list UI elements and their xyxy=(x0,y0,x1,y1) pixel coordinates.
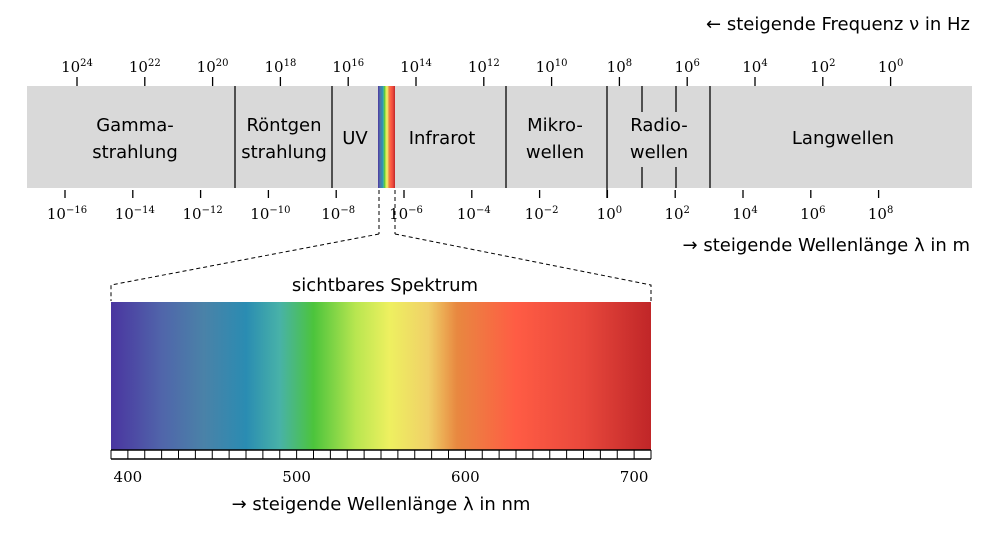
band-label-radiowellen: Radio- xyxy=(630,115,687,136)
nm-tick-label: 700 xyxy=(620,468,649,486)
wavelength-tick-label: 104 xyxy=(732,205,757,223)
frequency-tick-label: 1020 xyxy=(197,58,229,76)
zoom-guide-lines xyxy=(110,190,652,301)
frequency-tick-label: 1012 xyxy=(468,58,500,76)
frequency-tick-label: 100 xyxy=(878,58,903,76)
wavelength-tick-label: 10−4 xyxy=(457,205,491,223)
nm-tick-label: 400 xyxy=(114,468,143,486)
band-label-gamma: Gamma- xyxy=(96,115,174,136)
frequency-tick-label: 1010 xyxy=(536,58,568,76)
frequency-tick-label: 1024 xyxy=(61,58,93,76)
visible-strip-mini xyxy=(378,86,395,188)
frequency-tick-label: 1016 xyxy=(332,58,364,76)
wavelength-tick-label: 10−12 xyxy=(182,205,222,223)
wavelength-axis-label: → steigende Wellenlänge λ in m xyxy=(683,235,970,256)
wavelength-tick-label: 108 xyxy=(868,205,893,223)
frequency-tick-label: 1014 xyxy=(400,58,432,76)
frequency-tick-label: 1022 xyxy=(129,58,161,76)
wavelength-tick-label: 100 xyxy=(597,205,622,223)
band-label-roentgen: strahlung xyxy=(241,142,327,163)
band-label-mikrowellen: wellen xyxy=(526,142,584,163)
band-label-radiowellen: wellen xyxy=(630,142,688,163)
band-label-roentgen: Röntgen xyxy=(246,115,321,136)
visible-spectrum-gradient xyxy=(111,302,651,450)
wavelength-tick-label: 10−8 xyxy=(321,205,355,223)
frequency-tick-label: 102 xyxy=(810,58,835,76)
band-label-uv: UV xyxy=(342,128,368,149)
visible-spectrum-title: sichtbares Spektrum xyxy=(292,275,478,296)
band-label-mikrowellen: Mikro- xyxy=(527,115,583,136)
frequency-tick-label: 1018 xyxy=(264,58,296,76)
nm-tick-label: 500 xyxy=(282,468,311,486)
wavelength-tick-label: 10−2 xyxy=(525,205,559,223)
wavelength-tick-label: 10−6 xyxy=(389,205,423,223)
frequency-axis-label: ← steigende Frequenz ν in Hz xyxy=(706,14,970,35)
band-label-gamma: strahlung xyxy=(92,142,178,163)
wavelength-tick-label: 10−16 xyxy=(47,205,87,223)
frequency-tick-label: 106 xyxy=(674,58,699,76)
wavelength-tick-label: 10−10 xyxy=(250,205,290,223)
wavelength-tick-label: 106 xyxy=(800,205,825,223)
visible-wavelength-axis-label: → steigende Wellenlänge λ in nm xyxy=(232,494,531,515)
spectrum-band-bar xyxy=(27,86,972,188)
band-label-infrarot: Infrarot xyxy=(409,128,476,149)
wavelength-tick-label: 102 xyxy=(664,205,689,223)
frequency-tick-label: 104 xyxy=(742,58,767,76)
wavelength-tick-label: 10−14 xyxy=(115,205,155,223)
nm-tick-label: 600 xyxy=(451,468,480,486)
band-label-langwellen: Langwellen xyxy=(792,128,894,149)
frequency-tick-label: 108 xyxy=(607,58,632,76)
